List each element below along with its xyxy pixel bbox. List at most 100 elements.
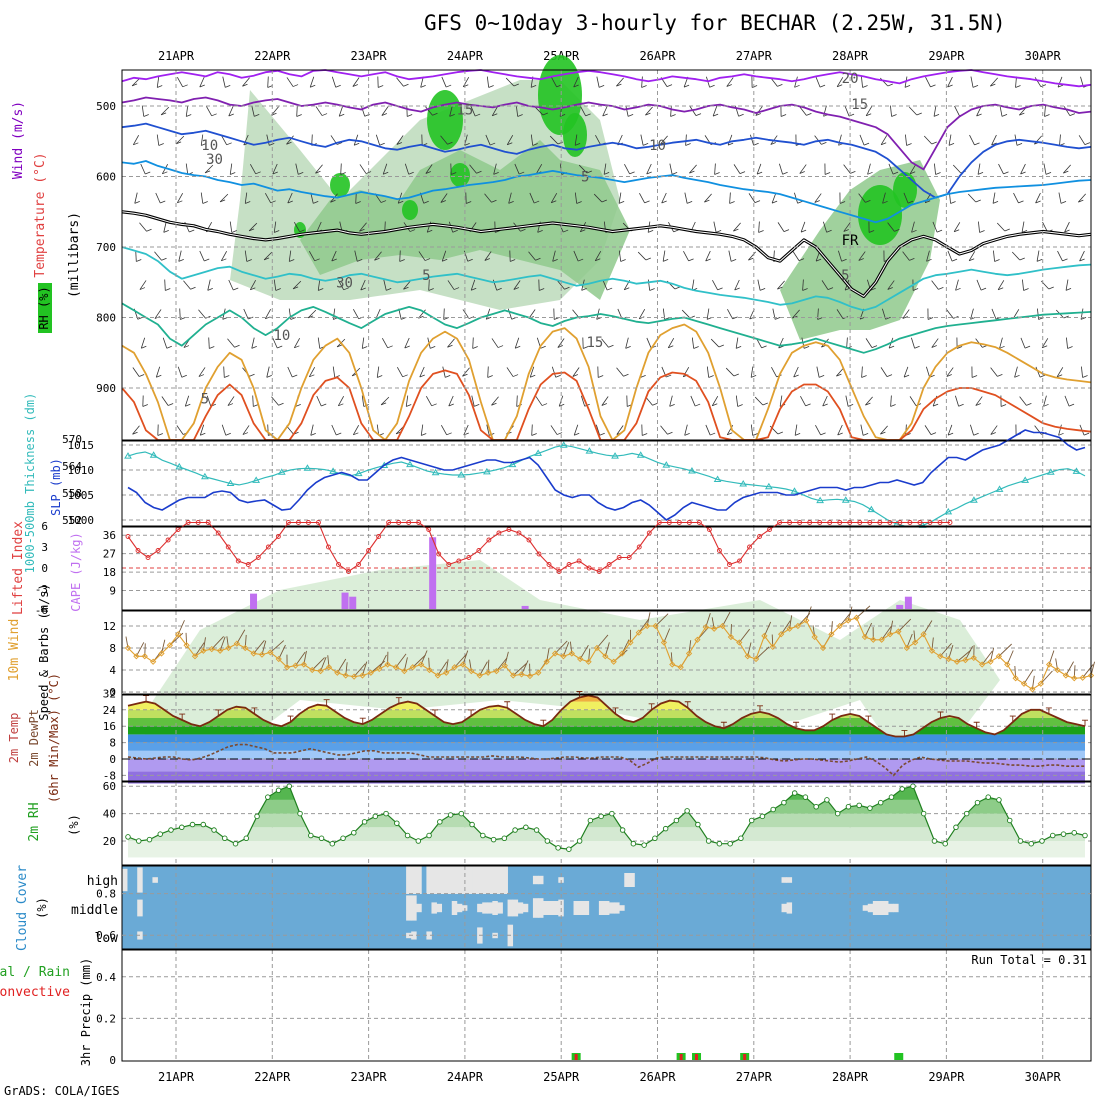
wind-barb	[331, 258, 337, 262]
wind-barb	[1000, 404, 1007, 407]
wind-barb-10m	[512, 663, 527, 676]
cloud-cell	[436, 903, 443, 913]
lifted-index-point	[616, 555, 622, 560]
wind-barb	[298, 171, 304, 175]
wind-barb	[1057, 250, 1063, 262]
wind-barb	[462, 367, 470, 377]
wind-speed-point	[158, 650, 165, 657]
wind-barb	[861, 76, 863, 88]
cape-bar	[904, 596, 912, 609]
wind-barb	[924, 425, 932, 435]
precip-conv-axis-label: Convective	[0, 985, 70, 1000]
wind-barb	[134, 192, 138, 204]
wind-barb	[418, 251, 426, 261]
contour-label: 5	[841, 268, 849, 284]
wind-barb	[738, 113, 744, 117]
wind-barb	[242, 425, 250, 435]
wind-barb	[858, 251, 866, 261]
wind-barb	[1067, 346, 1073, 349]
panel-rh-frame	[121, 781, 1092, 866]
wind-barb	[866, 113, 872, 117]
wind-barb	[750, 366, 754, 378]
wind-barb	[515, 345, 521, 349]
wind-barb	[625, 105, 629, 117]
wind-barb	[447, 344, 453, 348]
thickness-point	[713, 475, 722, 482]
rh-point	[458, 810, 465, 817]
lifted-index-point	[857, 520, 863, 525]
wind-barb-10m	[839, 612, 851, 627]
wind-speed-point	[518, 671, 525, 678]
wind-barb	[139, 280, 147, 290]
wind-speed-point	[124, 644, 132, 652]
wind-barb	[227, 338, 235, 348]
lifted-index-point	[917, 520, 923, 525]
wind-barb	[818, 375, 825, 378]
wind-speed-point	[1012, 675, 1019, 682]
thickness-point	[329, 467, 337, 474]
wind-barb	[230, 172, 236, 175]
wind-speed-point	[392, 664, 400, 671]
wind-barb	[507, 308, 513, 320]
cape-tick: 27	[103, 548, 116, 561]
wind-barb	[273, 221, 277, 233]
wind-barb	[734, 279, 740, 291]
wind-barb	[140, 163, 146, 175]
wind-barb	[667, 431, 673, 435]
pressure-tick: 600	[96, 171, 116, 184]
cape-tick: 9	[109, 585, 116, 598]
wind-speed-point	[175, 631, 182, 638]
wind-barb	[596, 76, 600, 88]
wind-barb	[602, 279, 608, 291]
wind-barb	[551, 366, 557, 378]
wind-barb	[838, 134, 842, 146]
wind-barb	[1078, 135, 1086, 145]
wind-barb	[601, 396, 609, 406]
rh-point	[555, 845, 561, 851]
wind-barb	[662, 259, 669, 262]
wind-barb	[695, 403, 701, 407]
wind-barb	[399, 259, 405, 262]
rh-point	[974, 799, 981, 806]
wind-barb-10m	[596, 634, 609, 649]
lifted-index-point	[316, 520, 321, 525]
pressure-tick: 800	[96, 312, 116, 325]
wind-barb	[381, 106, 389, 116]
wind-barb	[836, 367, 844, 377]
wind-barb	[338, 403, 344, 407]
contour-label: 30	[336, 275, 353, 291]
wind-barb	[264, 192, 272, 204]
contour-label: 10	[201, 138, 218, 154]
lifted-index-point	[927, 520, 933, 525]
wind-barb-10m	[780, 620, 791, 635]
wind-barb	[885, 316, 891, 320]
lifted-index-point	[486, 537, 492, 543]
wind-barb	[574, 432, 580, 436]
wind-barb	[990, 77, 998, 87]
wind-barb	[316, 395, 322, 407]
minmax-marker	[143, 695, 150, 702]
wind-barb	[467, 258, 473, 262]
wind-barb	[990, 432, 996, 435]
wind-barb	[492, 113, 498, 117]
wind-barb	[321, 113, 328, 116]
wind-barb	[971, 375, 978, 378]
wind-speed-point	[384, 661, 391, 668]
rh-point	[652, 835, 658, 842]
wind-barb	[399, 250, 401, 262]
minmax-marker	[937, 711, 944, 718]
rh-point	[748, 817, 755, 824]
wind-barb	[950, 201, 956, 204]
wind-barb	[863, 142, 870, 146]
wind-barb	[644, 200, 650, 204]
lifted-index-point	[336, 562, 341, 567]
thickness-point	[1072, 467, 1081, 474]
rh-point	[630, 840, 637, 847]
cloud-unit-label: (%)	[35, 897, 49, 919]
precip-tick: 0.6	[96, 929, 116, 942]
lifted-index-point	[797, 520, 803, 525]
lifted-index-point	[456, 558, 462, 564]
thickness-point	[277, 468, 286, 475]
wind-speed-point	[577, 655, 584, 663]
wind-barb	[1062, 258, 1068, 262]
